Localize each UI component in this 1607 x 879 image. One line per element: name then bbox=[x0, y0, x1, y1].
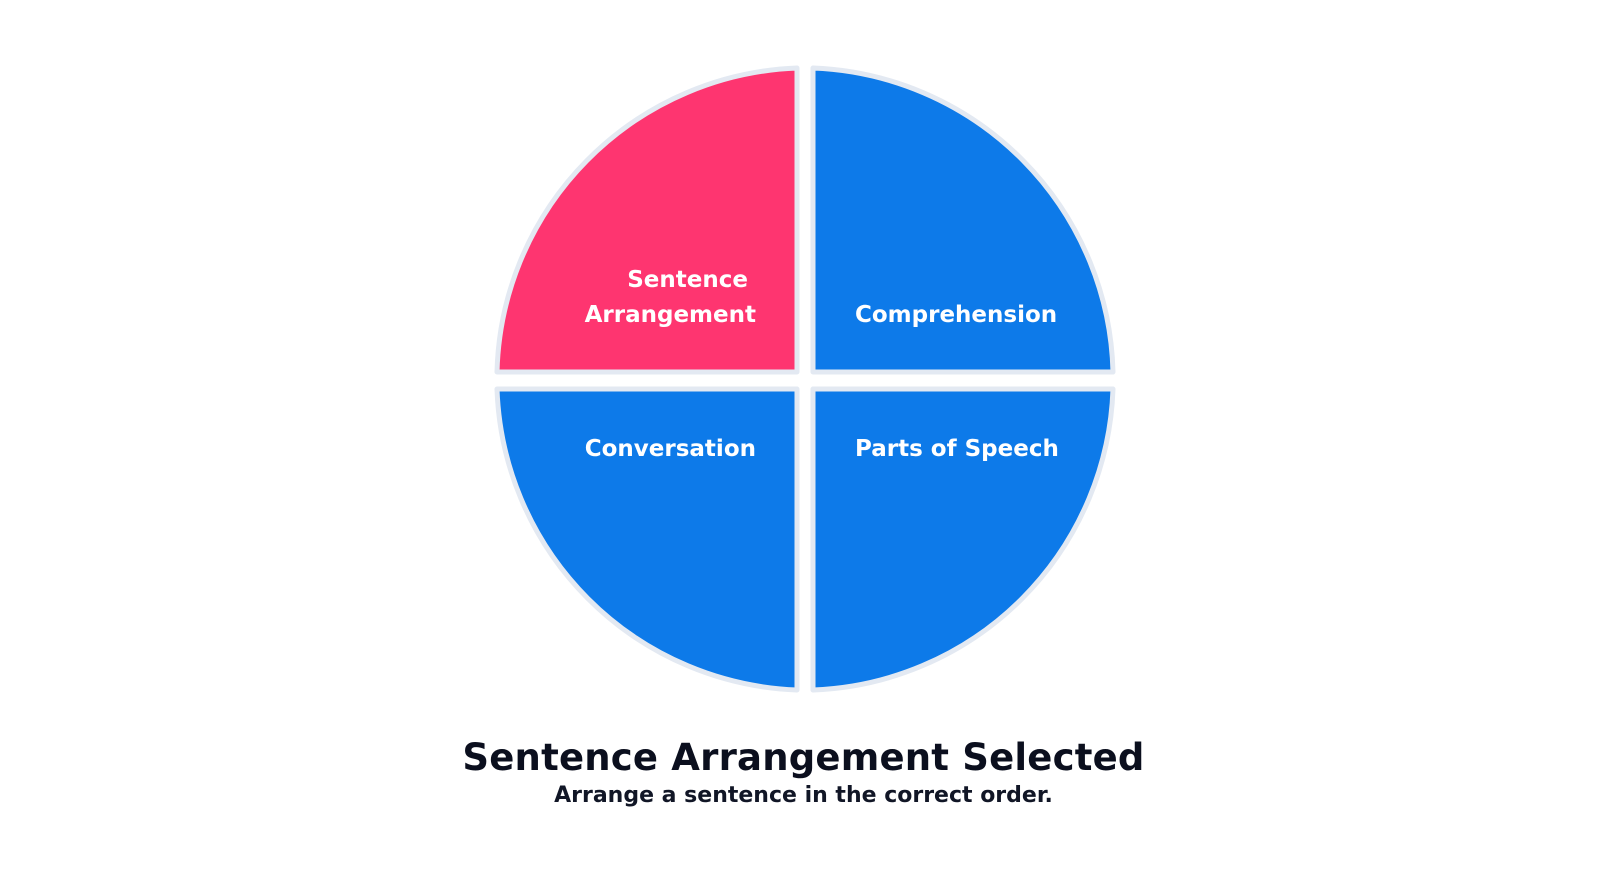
quadrant-conversation[interactable]: Conversation bbox=[494, 386, 800, 693]
quadrant-sentence-arrangement-shape bbox=[494, 65, 800, 375]
selected-activity-description: Arrange a sentence in the correct order. bbox=[554, 783, 1053, 808]
quadrant-comprehension-shape bbox=[810, 65, 1116, 375]
selected-activity-title: Sentence Arrangement Selected bbox=[462, 736, 1145, 779]
quadrant-parts-of-speech-shape bbox=[810, 386, 1116, 693]
quadrant-sentence-arrangement[interactable]: Sentence Arrangement bbox=[494, 65, 800, 375]
quadrant-conversation-shape bbox=[494, 386, 800, 693]
quadrant-parts-of-speech[interactable]: Parts of Speech bbox=[810, 386, 1116, 693]
quadrant-comprehension[interactable]: Comprehension bbox=[810, 65, 1116, 375]
